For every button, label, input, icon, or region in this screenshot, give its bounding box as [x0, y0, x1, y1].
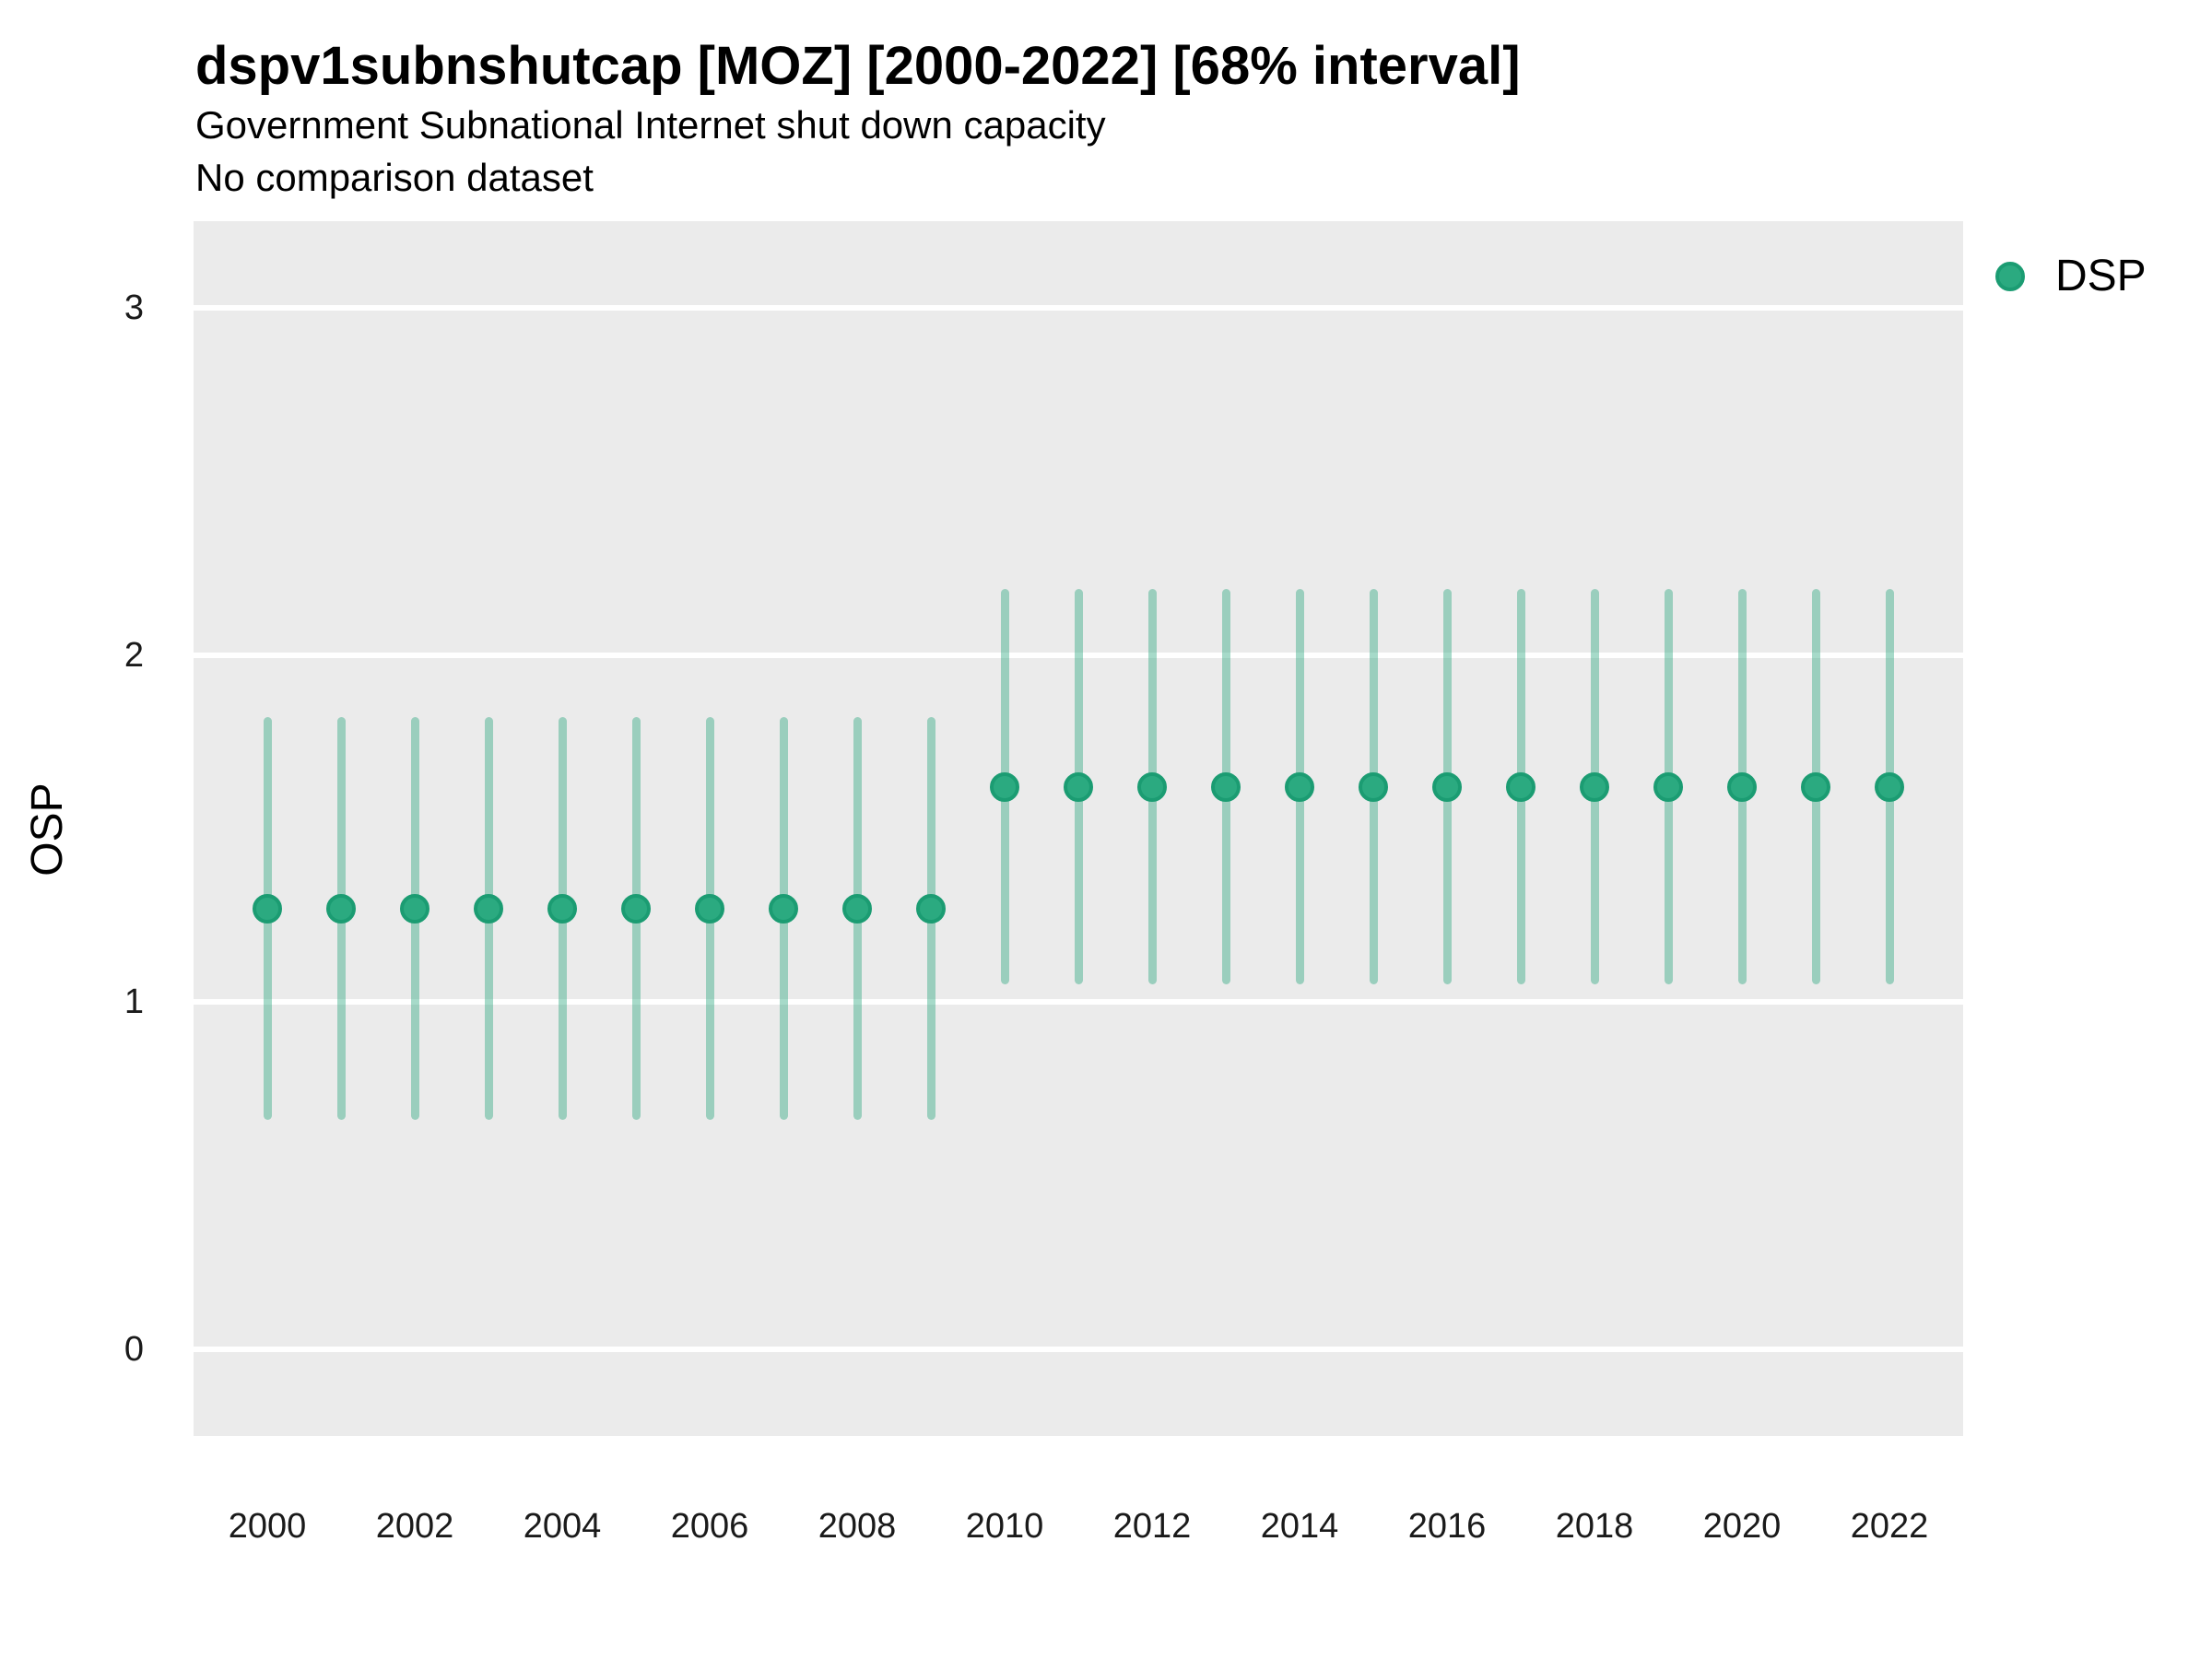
data-point — [474, 893, 503, 924]
x-tick-label: 2012 — [1112, 1507, 1192, 1546]
x-tick-label: 2008 — [818, 1507, 897, 1546]
y-tick-label: 1 — [124, 982, 144, 1022]
data-point — [1580, 771, 1609, 802]
data-point — [1875, 771, 1904, 802]
data-point — [1137, 771, 1167, 802]
y-tick-label: 3 — [124, 288, 144, 328]
data-point — [253, 893, 282, 924]
gridline — [194, 652, 1963, 658]
data-point — [842, 893, 872, 924]
data-point — [695, 893, 724, 924]
x-tick-label: 2016 — [1407, 1507, 1487, 1546]
legend-label-dsp: DSP — [2055, 252, 2147, 300]
data-point — [621, 893, 651, 924]
gridline — [194, 1346, 1963, 1352]
data-point — [1211, 771, 1241, 802]
x-tick-label: 2020 — [1702, 1507, 1782, 1546]
data-point — [1285, 771, 1314, 802]
y-tick-label: 0 — [124, 1329, 144, 1369]
x-tick-label: 2010 — [965, 1507, 1044, 1546]
plot-panel — [194, 221, 1963, 1436]
legend-marker-dsp — [1995, 262, 2025, 291]
x-tick-label: 2014 — [1260, 1507, 1339, 1546]
x-tick-label: 2006 — [670, 1507, 749, 1546]
data-point — [400, 893, 429, 924]
y-tick-label: 2 — [124, 635, 144, 675]
data-point — [1727, 771, 1757, 802]
data-point — [1064, 771, 1093, 802]
data-point — [990, 771, 1019, 802]
data-point — [1653, 771, 1683, 802]
data-point — [1432, 771, 1462, 802]
data-point — [1506, 771, 1535, 802]
data-point — [1359, 771, 1388, 802]
data-point — [547, 893, 577, 924]
data-point — [326, 893, 356, 924]
gridline — [194, 999, 1963, 1006]
y-axis-title: OSP — [23, 782, 72, 877]
data-point — [1801, 771, 1830, 802]
chart-subtitle: Government Subnational Internet shut dow… — [195, 103, 1106, 147]
data-point — [916, 893, 946, 924]
x-tick-label: 2018 — [1555, 1507, 1634, 1546]
chart-note: No comparison dataset — [195, 156, 594, 199]
x-tick-label: 2000 — [228, 1507, 307, 1546]
gridline — [194, 305, 1963, 312]
data-point — [769, 893, 798, 924]
chart-title: dspv1subnshutcap [MOZ] [2000-2022] [68% … — [195, 36, 1521, 96]
x-tick-label: 2004 — [523, 1507, 602, 1546]
x-tick-label: 2022 — [1850, 1507, 1929, 1546]
x-tick-label: 2002 — [375, 1507, 454, 1546]
